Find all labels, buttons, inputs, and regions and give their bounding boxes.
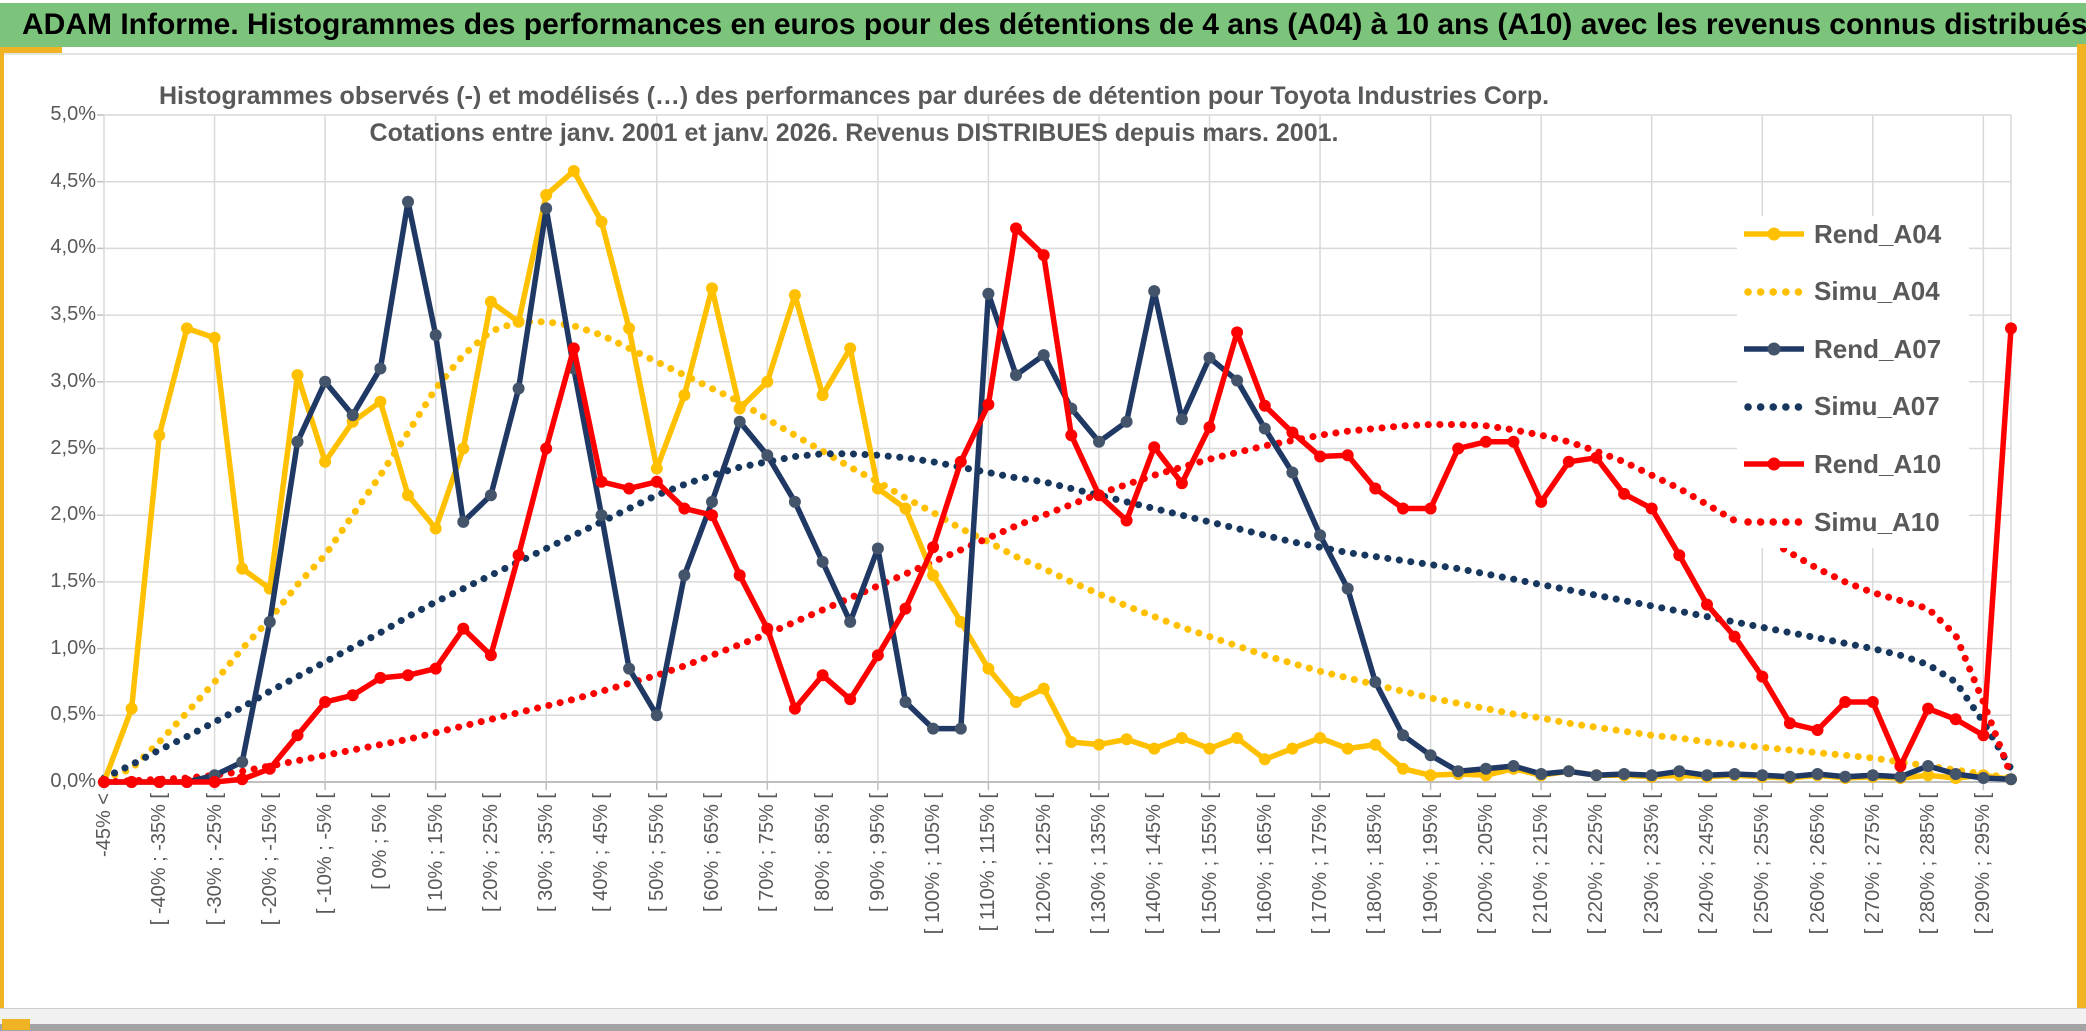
x-axis-tick-label: [ -30% ; -25% [ <box>203 793 226 926</box>
x-axis-tick-label: -45% < <box>93 793 115 857</box>
legend-background <box>1737 216 1969 548</box>
legend-swatch-icon <box>1743 398 1806 416</box>
x-axis-tick-label: [ 200% ; 205% [ <box>1474 793 1497 935</box>
x-axis-tick-label: [ 250% ; 255% [ <box>1751 793 1774 935</box>
legend-label: Rend_A10 <box>1814 448 1942 479</box>
x-axis-tick-label: [ 190% ; 195% [ <box>1419 793 1442 935</box>
y-axis-tick-label: 4,0% <box>50 236 96 259</box>
x-axis-tick-label: [ 90% ; 95% [ <box>866 793 889 912</box>
legend-swatch-icon <box>1743 455 1805 473</box>
x-axis-tick-label: [ 50% ; 55% [ <box>645 793 668 912</box>
y-axis-tick-label: 3,0% <box>50 369 96 392</box>
legend-item: Simu_A07 <box>1743 385 1983 429</box>
x-axis-tick-label: [ 270% ; 275% [ <box>1861 793 1884 935</box>
x-axis-tick-label: [ 170% ; 175% [ <box>1309 793 1332 935</box>
y-axis-tick-label: 4,5% <box>50 169 96 192</box>
legend-swatch-icon <box>1743 283 1806 301</box>
legend-item: Simu_A04 <box>1743 270 1983 314</box>
legend-swatch-icon <box>1743 225 1805 243</box>
x-axis-tick-label: [ 180% ; 185% [ <box>1364 793 1387 935</box>
y-axis-tick-label: 3,5% <box>50 303 96 326</box>
legend-item: Simu_A10 <box>1743 500 1983 544</box>
x-axis-tick-label: [ 140% ; 145% [ <box>1143 793 1166 935</box>
bottom-divider <box>0 1008 2086 1009</box>
y-axis-tick-label: 2,5% <box>50 436 96 459</box>
x-axis-tick-label: [ 120% ; 125% [ <box>1032 793 1055 935</box>
x-axis-tick-label: [ 220% ; 225% [ <box>1585 793 1608 935</box>
chart-title-line2: Cotations entre janv. 2001 et janv. 2026… <box>369 119 1339 147</box>
y-axis-tick-label: 0,5% <box>50 703 96 726</box>
y-axis-tick-label: 2,0% <box>50 503 96 526</box>
legend-label: Rend_A04 <box>1814 218 1942 249</box>
x-axis-tick-label: [ 260% ; 265% [ <box>1806 793 1829 935</box>
legend-item: Rend_A10 <box>1743 442 1983 486</box>
x-axis-tick-label: [ 40% ; 45% [ <box>590 793 613 912</box>
legend-item: Rend_A07 <box>1743 327 1983 371</box>
x-axis-tick-label: [ 130% ; 135% [ <box>1087 793 1110 935</box>
gold-left-border <box>0 47 4 1010</box>
x-axis-tick-label: [ 210% ; 215% [ <box>1530 793 1553 935</box>
header-bar: ADAM Informe. Histogrammes des performan… <box>0 3 2086 47</box>
y-axis-tick-label: 0,0% <box>50 770 96 792</box>
bottom-window-edge <box>0 1024 2086 1031</box>
y-axis-tick-label: 1,5% <box>50 569 96 592</box>
x-axis-tick-label: [ 100% ; 105% [ <box>922 793 945 935</box>
gold-right-border <box>2077 44 2086 1031</box>
x-axis-tick-label: [ -40% ; -35% [ <box>148 793 171 926</box>
legend-label: Simu_A04 <box>1814 276 1940 307</box>
y-axis-tick-label: 1,0% <box>50 636 96 659</box>
legend-swatch-icon <box>1743 513 1806 531</box>
legend-label: Rend_A07 <box>1814 333 1942 364</box>
x-axis-tick-label: [ 10% ; 15% [ <box>424 793 447 912</box>
legend-label: Simu_A07 <box>1814 391 1940 422</box>
x-axis-tick-label: [ 280% ; 285% [ <box>1917 793 1940 935</box>
y-axis-tick-label: 5,0% <box>50 103 96 125</box>
x-axis-tick-label: [ 230% ; 235% [ <box>1640 793 1663 935</box>
x-axis-tick-label: [ 150% ; 155% [ <box>1198 793 1221 935</box>
x-axis-tick-label: [ 80% ; 85% [ <box>811 793 834 912</box>
x-axis-tick-label: [ 240% ; 245% [ <box>1695 793 1718 935</box>
legend-label: Simu_A10 <box>1814 506 1940 537</box>
x-axis-tick-label: [ 160% ; 165% [ <box>1253 793 1276 935</box>
x-axis-tick-label: [ -10% ; -5% [ <box>314 793 337 915</box>
x-axis-tick-label: [ -20% ; -15% [ <box>258 793 281 926</box>
x-axis-tick-label: [ 0% ; 5% [ <box>369 793 392 890</box>
header-title: ADAM Informe. Histogrammes des performan… <box>22 8 2086 41</box>
header-divider <box>0 53 2086 55</box>
x-axis-tick-label: [ 290% ; 295% [ <box>1972 793 1995 935</box>
x-axis-tick-label: [ 70% ; 75% [ <box>756 793 779 912</box>
chart-title-line1: Histogrammes observés (-) et modélisés (… <box>158 82 1550 110</box>
x-axis-tick-label: [ 30% ; 35% [ <box>535 793 558 912</box>
legend-swatch-icon <box>1743 340 1805 358</box>
gold-accent-bottom-left <box>2 1019 30 1030</box>
gold-accent-top-left <box>2 47 62 53</box>
x-axis-tick-label: [ 110% ; 115% [ <box>977 793 1000 932</box>
x-axis-tick-label: [ 20% ; 25% [ <box>479 793 502 912</box>
x-axis-tick-label: [ 60% ; 65% [ <box>701 793 724 912</box>
bottom-scroll-strip <box>0 1009 2086 1024</box>
legend-item: Rend_A04 <box>1743 212 1983 256</box>
